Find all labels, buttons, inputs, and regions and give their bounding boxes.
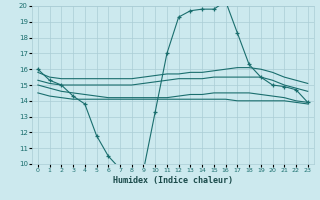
X-axis label: Humidex (Indice chaleur): Humidex (Indice chaleur) — [113, 176, 233, 185]
